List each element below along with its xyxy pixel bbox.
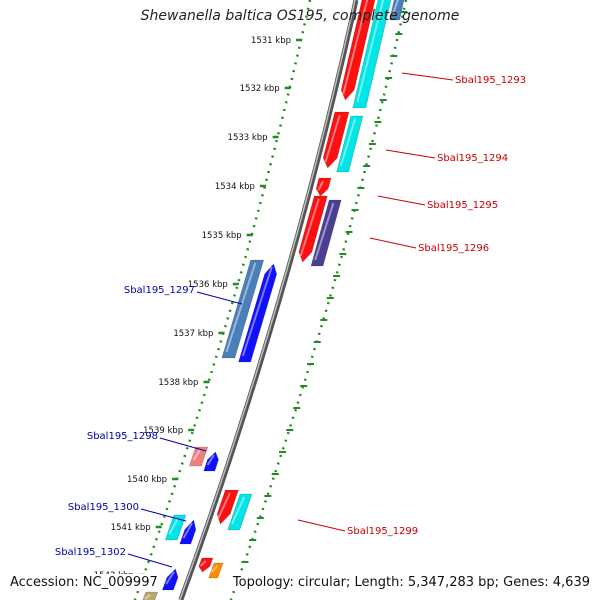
- gene-sbal195-1300: [164, 514, 187, 541]
- gene-label: Sbal195_1296: [418, 243, 489, 254]
- ruler-label: 1532 kbp: [240, 84, 280, 94]
- gene-sbal195-1298: [188, 446, 209, 467]
- gene-label: Sbal195_1302: [55, 547, 126, 558]
- gene-slateblue-1296b: [310, 199, 342, 267]
- gene-leader-line: [377, 195, 426, 206]
- ruler-label: 1535 kbp: [202, 231, 242, 241]
- gene-sbal195-1297: [221, 259, 265, 359]
- gene-label: Sbal195_1295: [427, 200, 498, 211]
- gene-sbal195-1293-shine: [342, 0, 369, 95]
- gene-label: Sbal195_1299: [347, 526, 418, 537]
- ruler-label: 1541 kbp: [111, 523, 151, 533]
- gene-small-orange: [208, 562, 224, 579]
- gene-label: Sbal195_1294: [437, 153, 508, 164]
- ruler-label: 1534 kbp: [215, 182, 255, 192]
- gene-sbal195-1297b: [238, 263, 278, 363]
- gene-sbal195-1296: [298, 195, 328, 263]
- ruler-label: 1536 kbp: [188, 280, 228, 290]
- gene-sbal195-1294-shine: [324, 114, 341, 163]
- gene-cyan-1294b-shine: [339, 118, 357, 167]
- gene-small-red-shine: [200, 560, 207, 567]
- gene-leader-line: [196, 291, 243, 305]
- gene-khaki-bottom-shine: [144, 594, 151, 600]
- gene-sbal195-1302-shine: [165, 571, 175, 585]
- accession-label: Accession: NC_009997: [8, 574, 160, 591]
- gene-leader-line: [385, 149, 436, 159]
- gene-leader-line: [140, 508, 187, 522]
- gene-leader-line: [401, 72, 454, 81]
- gene-khaki-bottom: [142, 591, 159, 600]
- ruler-label: 1538 kbp: [158, 378, 198, 388]
- gene-label: Sbal195_1298: [87, 431, 158, 442]
- gene-sbal195-1298b-shine: [206, 454, 215, 466]
- gene-label: Sbal195_1300: [68, 502, 139, 513]
- gene-sbal195-1296-shine: [299, 198, 320, 257]
- backbone-highlight: [179, 0, 356, 600]
- gene-sbal195-1293: [340, 0, 376, 101]
- gene-cyan-1294b: [336, 115, 364, 173]
- gene-cyan-1293b: [352, 0, 392, 109]
- gene-sbal195-1300-shine: [168, 517, 179, 535]
- gene-sbal195-1300b: [179, 519, 197, 545]
- gene-leader-line: [297, 519, 346, 532]
- gene-small-red: [198, 557, 214, 573]
- gene-sbal195-1298b: [203, 451, 219, 472]
- gene-cyan-1299b: [227, 493, 253, 531]
- gene-sbal195-1295: [315, 177, 332, 197]
- gene-sbal195-1295-shine: [317, 180, 325, 191]
- gene-slateblue-1296b-shine: [314, 202, 335, 261]
- gene-label: Sbal195_1293: [455, 75, 526, 86]
- ruler-label: 1539 kbp: [143, 426, 183, 436]
- ruler-label: 1537 kbp: [173, 329, 213, 339]
- ruler-label: 1533 kbp: [228, 133, 268, 143]
- backbone-track: [178, 0, 359, 600]
- gene-cyan-1299b-shine: [230, 496, 246, 525]
- map-title: Shewanella baltica OS195, complete genom…: [140, 8, 460, 24]
- genome-summary: Topology: circular; Length: 5,347,283 bp…: [230, 574, 592, 591]
- gene-leader-line: [127, 553, 173, 568]
- gene-steelblue-top: [389, 0, 405, 21]
- gene-cyan-1293b-shine: [356, 0, 385, 103]
- ruler-label: 1540 kbp: [127, 475, 167, 485]
- gene-sbal195-1297b-shine: [241, 266, 273, 357]
- gene-sbal195-1302: [161, 568, 179, 591]
- gene-sbal195-1300b-shine: [182, 522, 193, 539]
- gene-sbal195-1299: [216, 489, 239, 525]
- gene-sbal195-1294: [322, 111, 350, 169]
- gene-steelblue-top-shine: [392, 0, 399, 15]
- gene-sbal195-1299-shine: [217, 492, 231, 519]
- gene-small-orange-shine: [211, 565, 218, 573]
- gene-label: Sbal195_1297: [124, 285, 195, 296]
- ruler-label: 1531 kbp: [251, 36, 291, 46]
- gene-leader-line: [369, 237, 417, 249]
- gene-sbal195-1297-shine: [225, 262, 257, 353]
- gene-leader-line: [159, 437, 207, 452]
- gene-sbal195-1298-shine: [192, 449, 201, 461]
